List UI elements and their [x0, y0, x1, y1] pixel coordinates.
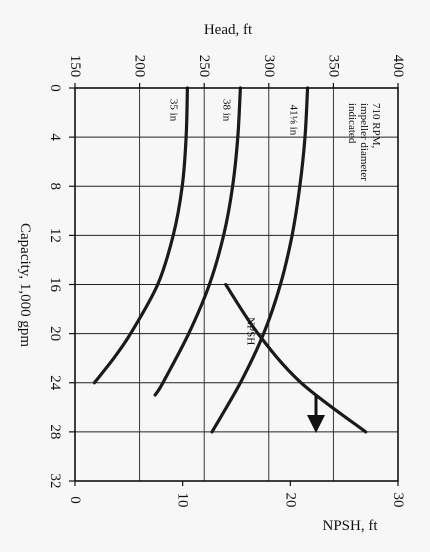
- labels: 0 4 8 12 16 20 24 28 32 150 200 250 300 350 400 0 10 20 30…: [47, 55, 406, 508]
- capacity-tick-label: 28: [47, 424, 63, 439]
- head-tick-label: 300: [261, 55, 277, 78]
- capacity-tick-label: 4: [47, 133, 63, 141]
- annotation-line-2: impeller diameter: [358, 103, 370, 181]
- capacity-tick-label: 24: [47, 375, 63, 391]
- curve-41-in: [210, 86, 310, 434]
- head-tick-label: 200: [132, 55, 148, 78]
- head-tick-label: 150: [67, 55, 83, 78]
- annotation-line-3: indicated: [346, 103, 358, 144]
- grid-lines: [69, 83, 399, 486]
- head-tick-label: 400: [390, 55, 406, 78]
- capacity-axis-title: Capacity, 1,000 gpm: [17, 223, 33, 347]
- head-tick-label: 250: [196, 55, 212, 78]
- curves: [92, 86, 368, 434]
- curve-38-in: [153, 86, 242, 397]
- capacity-tick-label: 16: [47, 277, 63, 293]
- capacity-tick-label: 0: [47, 84, 63, 92]
- series-label-41-in: 41⅛ in: [288, 105, 300, 136]
- npsh-tick-label: 0: [67, 496, 83, 504]
- npsh-tick-label: 20: [282, 493, 298, 508]
- speed-annotation: 710 RPM, impeller diameter indicated: [346, 103, 382, 181]
- curve-35-in: [92, 86, 189, 385]
- npsh-tick-label: 30: [390, 493, 406, 508]
- capacity-tick-label: 32: [47, 474, 63, 489]
- capacity-tick-label: 20: [47, 326, 63, 341]
- npsh-tick-label: 10: [175, 493, 191, 508]
- capacity-tick-label: 12: [47, 228, 63, 243]
- npsh-axis-title: NPSH, ft: [322, 518, 378, 534]
- curve-npsh: [224, 282, 368, 434]
- plot-frame: [74, 87, 399, 482]
- capacity-tick-label: 8: [47, 183, 63, 191]
- annotation-line-1: 710 RPM,: [370, 103, 382, 148]
- series-label-35-in: 35 in: [167, 99, 179, 122]
- series-label-38-in: 38 in: [220, 99, 232, 122]
- head-axis-title: Head, ft: [204, 22, 253, 38]
- head-tick-label: 350: [325, 55, 341, 78]
- series-label-npsh: NPSH: [244, 317, 256, 345]
